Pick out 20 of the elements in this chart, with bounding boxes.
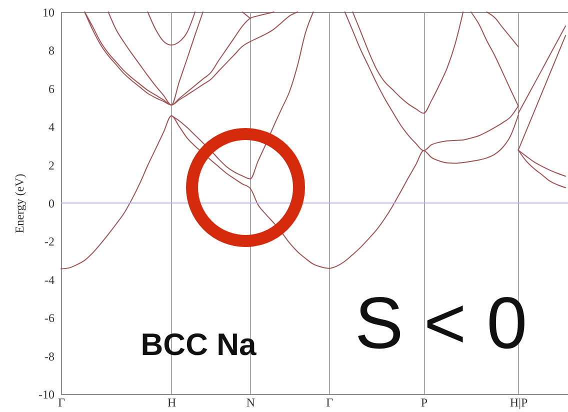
y-tick-label: -4 [44, 272, 54, 287]
y-axis-title: Energy (eV) [12, 174, 26, 234]
x-tick-label: H [168, 396, 177, 410]
y-tick-label: 8 [48, 44, 54, 58]
y-tick-label: 10 [42, 6, 54, 20]
x-tick-label: Γ [58, 396, 66, 410]
y-tick-label: 6 [48, 82, 54, 96]
x-tick-label: N [246, 396, 256, 410]
y-tick-label: -8 [44, 349, 54, 364]
y-tick-label: -2 [44, 234, 54, 249]
y-tick-label: 0 [48, 196, 54, 210]
x-tick-label: P [420, 396, 428, 410]
y-tick-label: 4 [48, 120, 54, 134]
y-tick-label: -10 [38, 388, 54, 402]
annotation: S < 0 [354, 283, 528, 364]
x-tick-label: H|P [510, 396, 528, 410]
y-tick-label: -6 [44, 311, 54, 326]
x-tick-label: Γ [326, 396, 334, 410]
annotation: BCC Na [140, 327, 257, 362]
y-tick-label: 2 [48, 158, 54, 172]
